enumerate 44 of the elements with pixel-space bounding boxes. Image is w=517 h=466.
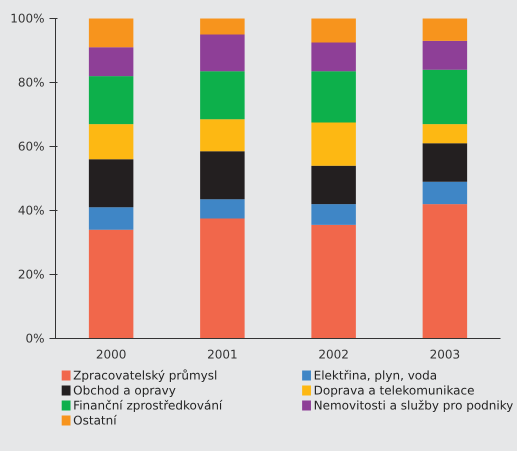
bar xyxy=(200,218,245,338)
y-tick-label: 40% xyxy=(18,204,44,218)
y-tick-label: 100% xyxy=(10,12,45,26)
bar xyxy=(200,119,245,152)
legend-label: Ostatní xyxy=(73,414,118,428)
bar xyxy=(200,34,245,72)
legend-label: Elektřina, plyn, voda xyxy=(314,368,438,382)
bar xyxy=(311,122,356,166)
bar xyxy=(422,18,468,41)
bar xyxy=(422,124,468,144)
legend-label: Obchod a opravy xyxy=(73,384,176,398)
bar xyxy=(200,199,245,218)
bar xyxy=(311,42,356,72)
bar xyxy=(311,18,356,42)
bar xyxy=(88,76,134,124)
legend-label: Finanční zprostředkování xyxy=(73,398,223,412)
bar xyxy=(200,18,245,34)
bar xyxy=(311,224,356,338)
bar xyxy=(311,166,356,204)
legend-label: Doprava a telekomunikace xyxy=(314,384,475,398)
x-tick-label: 2001 xyxy=(207,348,238,362)
bar xyxy=(422,143,468,182)
x-tick-label: 2002 xyxy=(318,348,349,362)
x-tick-label: 2000 xyxy=(96,348,126,362)
bar xyxy=(311,204,356,225)
x-tick-label: 2003 xyxy=(430,348,460,362)
bar xyxy=(422,204,468,338)
bar xyxy=(200,71,245,120)
bar xyxy=(88,207,134,230)
bar xyxy=(422,70,468,124)
y-tick-label: 20% xyxy=(18,268,44,282)
bar xyxy=(88,47,134,76)
y-tick-label: 0% xyxy=(25,332,45,346)
bar xyxy=(200,151,245,200)
bar xyxy=(88,230,134,338)
bar xyxy=(88,124,134,160)
bar xyxy=(88,18,134,48)
bar xyxy=(422,40,468,70)
y-tick-label: 60% xyxy=(18,140,44,154)
y-tick-label: 80% xyxy=(18,76,44,90)
bar xyxy=(311,71,356,122)
legend-label: Zpracovatelský průmysl xyxy=(73,368,218,382)
bar xyxy=(88,159,134,208)
bar xyxy=(422,182,468,204)
